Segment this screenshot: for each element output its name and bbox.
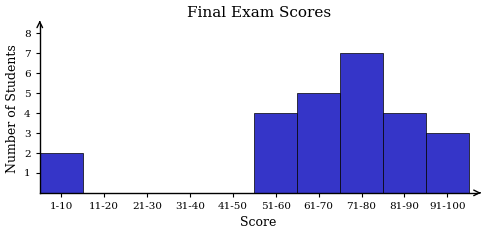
Y-axis label: Number of Students: Number of Students (5, 44, 18, 172)
Bar (425, 133, 468, 193)
Bar (339, 53, 382, 193)
Bar (254, 113, 297, 193)
Bar (40, 153, 82, 193)
Title: Final Exam Scores: Final Exam Scores (186, 6, 330, 20)
X-axis label: Score: Score (240, 216, 276, 229)
Bar (382, 113, 425, 193)
Bar (297, 93, 339, 193)
